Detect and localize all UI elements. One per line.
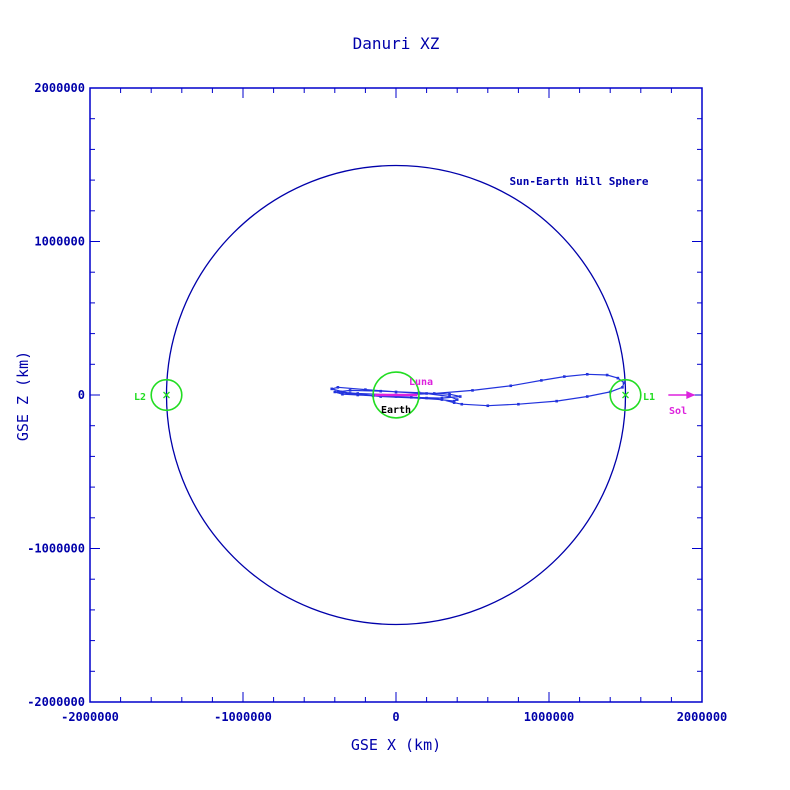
- y-tick-label: 2000000: [34, 81, 85, 95]
- x-tick-label: 2000000: [677, 710, 728, 724]
- trajectory-marker: [452, 399, 456, 403]
- trajectory-marker: [585, 395, 589, 398]
- trajectory-marker: [336, 390, 340, 394]
- x-tick-label: -2000000: [61, 710, 119, 724]
- trajectory-marker: [448, 392, 451, 396]
- trajectory-marker: [455, 398, 459, 401]
- trajectory-marker: [348, 392, 352, 395]
- trajectory-marker: [348, 389, 352, 392]
- sun-direction-arrow: [668, 391, 696, 399]
- trajectory-marker: [563, 375, 566, 378]
- trajectory-marker: [452, 401, 456, 404]
- tick-labels: -2000000 -1000000 0 1000000 2000000 -2000000 -…: [27, 81, 727, 724]
- trajectory-marker: [394, 390, 398, 394]
- trajectory-marker: [448, 395, 451, 398]
- trajectory-marker: [425, 396, 428, 400]
- trajectory-path: [331, 373, 625, 407]
- chart-title: Danuri XZ: [353, 34, 440, 53]
- luna-label: Luna: [409, 377, 433, 388]
- trajectory-marker: [379, 395, 382, 398]
- trajectory-marker: [333, 390, 337, 394]
- trajectory-marker: [356, 392, 360, 395]
- y-tick-label: 0: [78, 388, 85, 402]
- y-tick-label: -2000000: [27, 695, 85, 709]
- trajectory-marker: [440, 398, 444, 401]
- trajectory-marker: [458, 395, 462, 398]
- x-axis-label: GSE X (km): [351, 736, 441, 754]
- trajectory-marker: [486, 404, 490, 408]
- trajectory-marker: [585, 372, 589, 376]
- x-tick-label: -1000000: [214, 710, 272, 724]
- trajectory-marker: [330, 387, 334, 391]
- trajectory-marker: [364, 388, 367, 391]
- hill-sphere-label: Sun-Earth Hill Sphere: [509, 175, 648, 188]
- x-tick-label: 0: [392, 710, 399, 724]
- trajectory-marker: [379, 389, 382, 393]
- trajectory-marker: [605, 373, 609, 377]
- trajectory-marker: [425, 392, 428, 395]
- trajectory-marker: [621, 386, 624, 389]
- y-tick-label: -1000000: [27, 542, 85, 556]
- trajectory-marker: [440, 396, 444, 400]
- axis-ticks: [89, 87, 703, 703]
- lagrange-circle: [609, 378, 642, 412]
- lagrange-points: [150, 378, 642, 412]
- trajectory-marker: [622, 381, 626, 385]
- earth-circle: [372, 371, 420, 419]
- lagrange-circle: [150, 378, 183, 412]
- trajectory-marker: [394, 395, 398, 398]
- earth-label: Earth: [381, 405, 411, 416]
- trajectory-marker: [432, 392, 436, 395]
- l2-label: L2: [134, 392, 146, 403]
- trajectory-marker: [460, 402, 464, 406]
- trajectory-marker: [336, 386, 340, 389]
- sun-arrow-head: [686, 391, 696, 399]
- trajectory-marker: [517, 402, 520, 406]
- trajectory-marker: [471, 389, 474, 392]
- l1-label: L1: [643, 392, 655, 403]
- trajectory-marker: [410, 396, 413, 399]
- trajectory-marker: [341, 392, 344, 396]
- trajectory-marker: [555, 399, 558, 403]
- y-axis-label: GSE Z (km): [14, 351, 32, 441]
- sol-label: Sol: [669, 406, 687, 417]
- trajectory-marker: [509, 384, 513, 388]
- y-tick-label: 1000000: [34, 235, 85, 249]
- lagrange-marker: [622, 391, 629, 399]
- trajectory-marker: [540, 379, 543, 382]
- trajectory-marker: [616, 376, 620, 380]
- x-tick-label: 1000000: [524, 710, 575, 724]
- lagrange-marker: [163, 391, 170, 399]
- trajectory-marker: [356, 393, 360, 397]
